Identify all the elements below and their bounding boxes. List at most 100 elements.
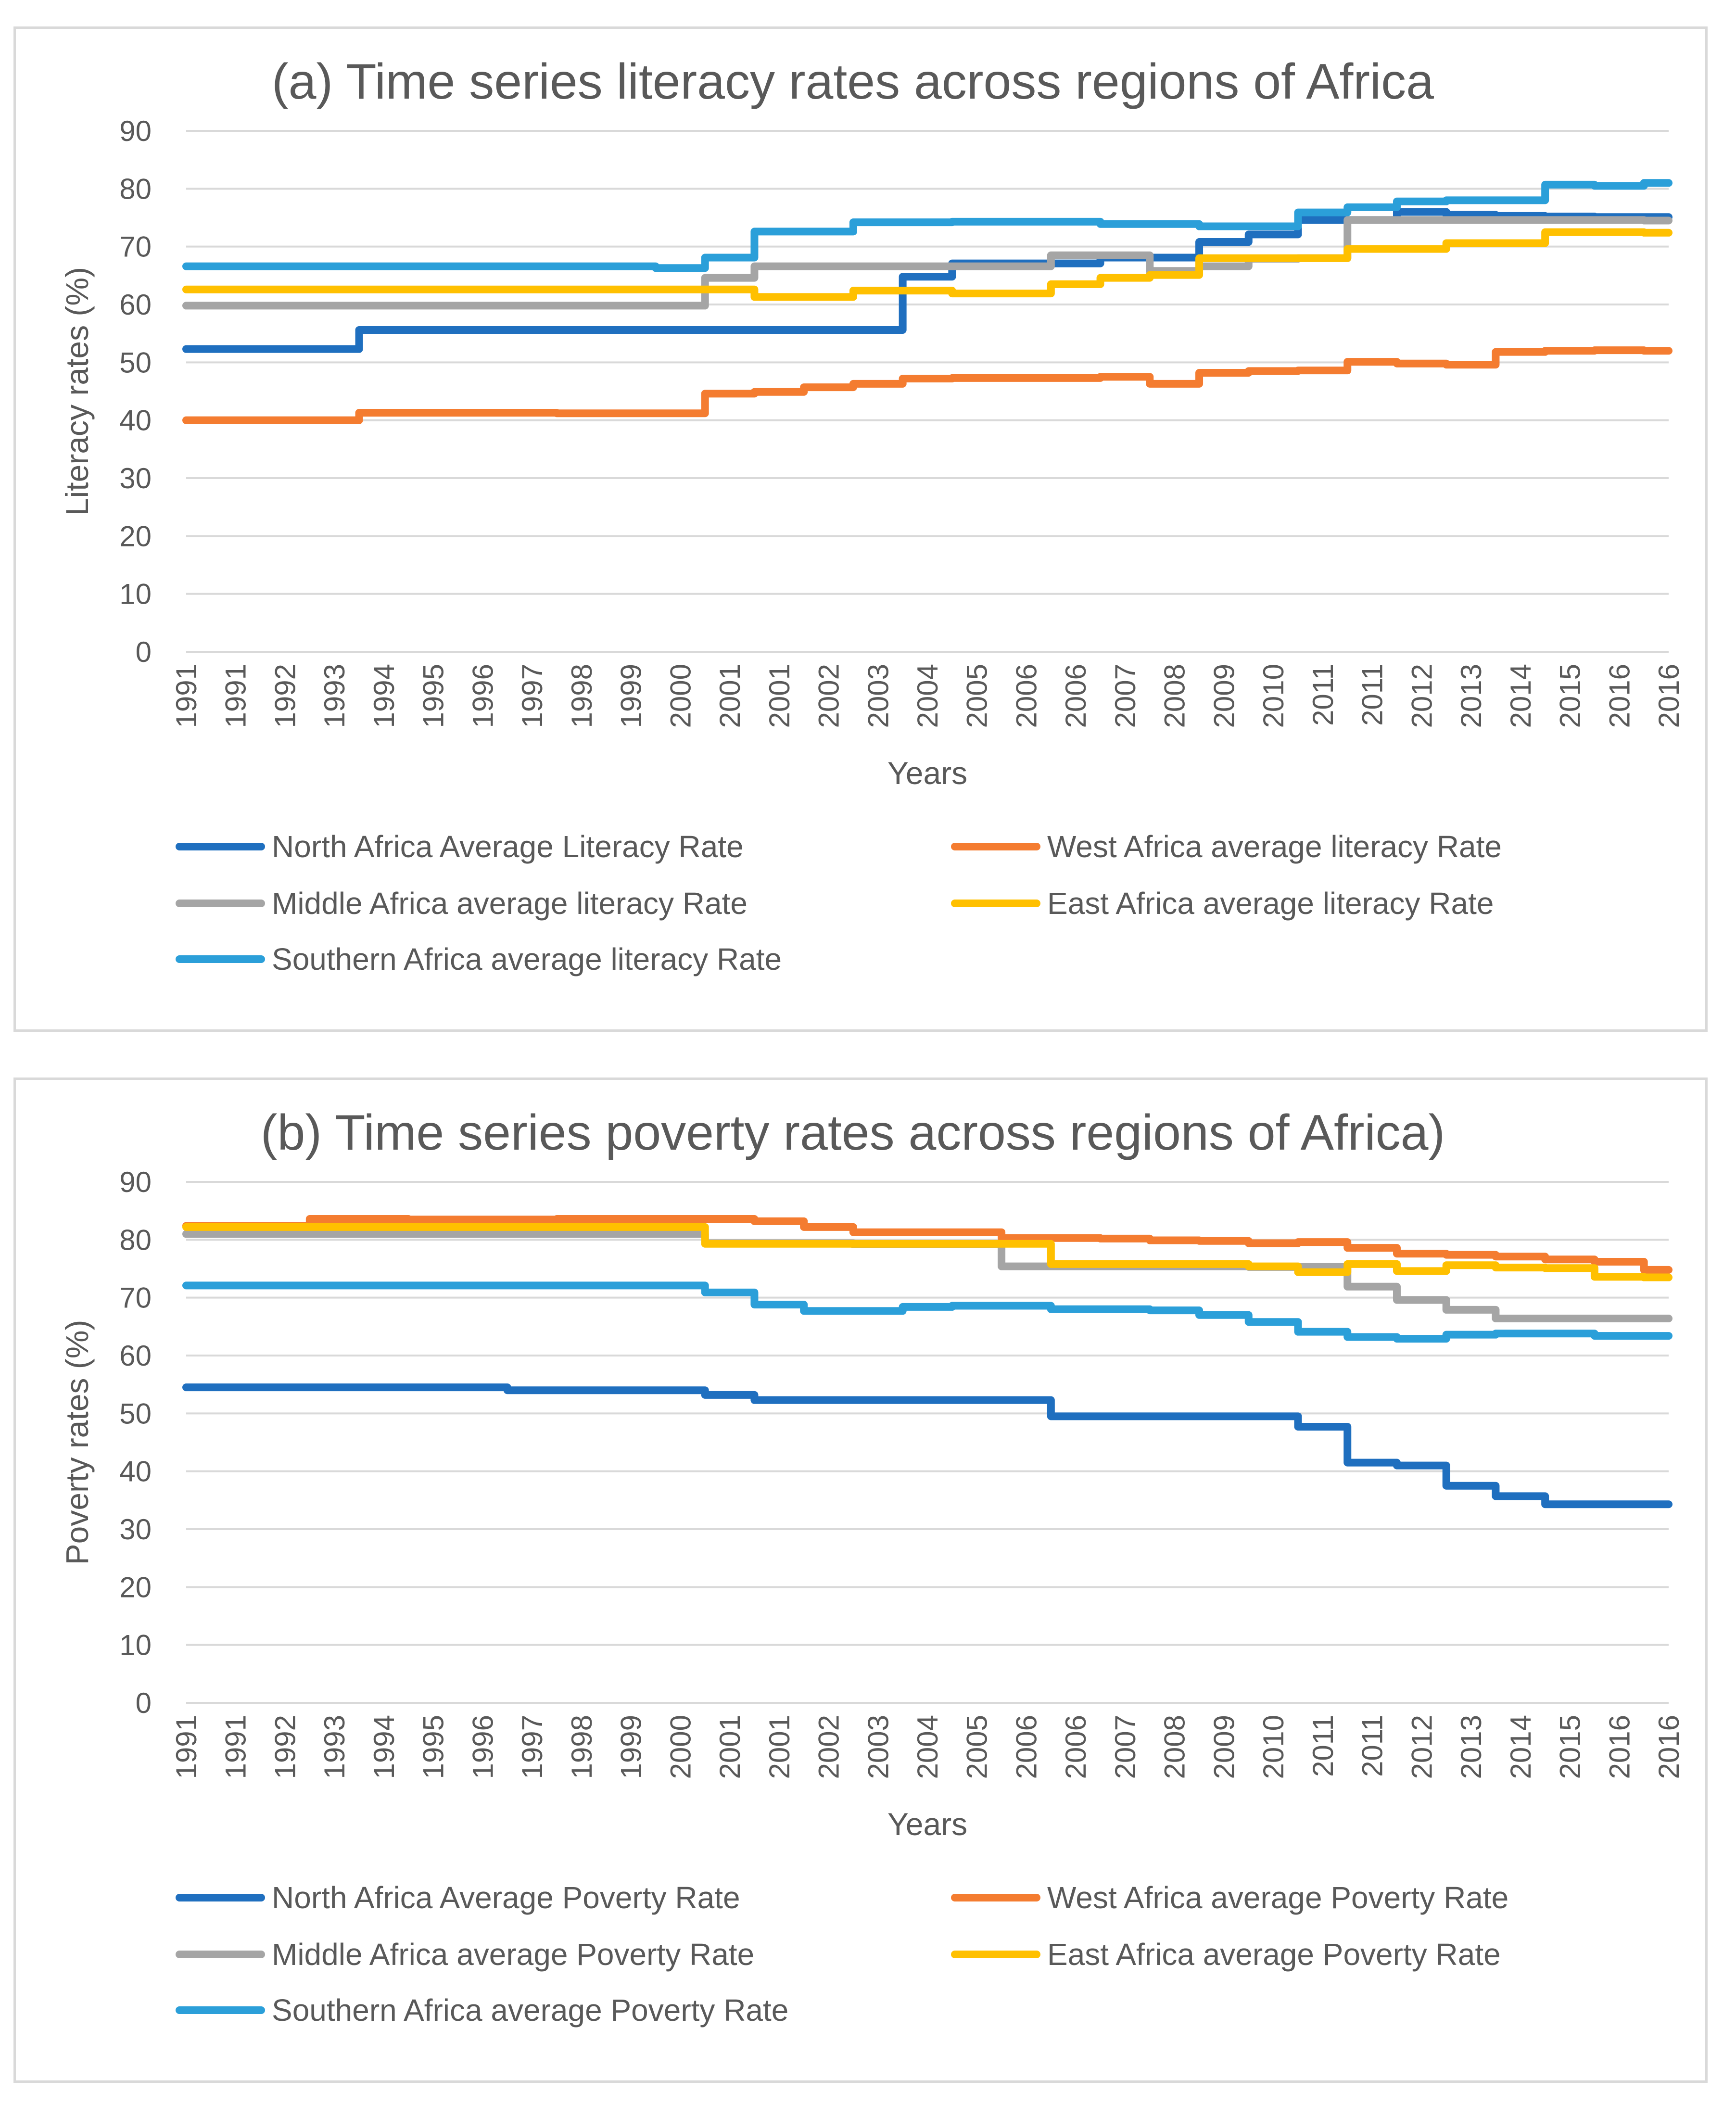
literacy-series-west — [182, 346, 1673, 424]
literacy-x-tick-label: 2014 — [1505, 664, 1537, 728]
poverty-y-tick-label: 80 — [119, 1224, 152, 1256]
literacy-x-tick-label: 2003 — [862, 664, 894, 728]
literacy-x-tick-label: 2016 — [1603, 664, 1635, 728]
poverty-y-tick-label: 10 — [119, 1629, 152, 1661]
poverty-x-tick-label: 2004 — [912, 1715, 944, 1779]
poverty-x-tick-label: 1996 — [467, 1715, 499, 1779]
poverty-x-tick-label: 2000 — [664, 1715, 697, 1779]
literacy-legend-label: Southern Africa average literacy Rate — [272, 942, 782, 976]
literacy-y-tick-label: 40 — [119, 405, 152, 437]
poverty-x-tick-label: 2012 — [1406, 1715, 1438, 1779]
literacy-x-tick-label: 2006 — [1010, 664, 1042, 728]
poverty-legend-label: West Africa average Poverty Rate — [1047, 1880, 1508, 1915]
poverty-x-tick-label: 1992 — [269, 1715, 301, 1779]
literacy-x-tick-label: 2005 — [961, 664, 993, 728]
poverty-x-tick-label: 2001 — [763, 1715, 796, 1779]
poverty-x-tick-label: 2011 — [1356, 1715, 1389, 1777]
poverty-legend-label: East Africa average Poverty Rate — [1047, 1937, 1501, 1972]
literacy-y-tick-label: 30 — [119, 462, 152, 494]
literacy-x-tick-label: 2016 — [1653, 664, 1685, 728]
poverty-chart-title: (b) Time series poverty rates across reg… — [261, 1105, 1445, 1161]
poverty-x-tick-label: 2009 — [1208, 1715, 1240, 1779]
poverty-x-tick-label: 1993 — [318, 1715, 351, 1779]
literacy-x-tick-label: 2011 — [1307, 664, 1339, 726]
literacy-x-tick-label: 1998 — [566, 664, 598, 728]
poverty-y-tick-label: 30 — [119, 1513, 152, 1546]
literacy-y-tick-label: 80 — [119, 173, 152, 205]
literacy-x-tick-label: 1991 — [170, 664, 203, 728]
literacy-legend-label: East Africa average literacy Rate — [1047, 886, 1494, 921]
poverty-y-tick-label: 90 — [119, 1166, 152, 1198]
poverty-x-tick-label: 2016 — [1603, 1715, 1635, 1779]
literacy-x-tick-label: 2000 — [664, 664, 697, 728]
poverty-x-tick-label: 1991 — [220, 1715, 252, 1779]
literacy-x-tick-label: 1991 — [220, 664, 252, 728]
literacy-series-southern — [182, 179, 1673, 272]
literacy-x-tick-label: 2001 — [763, 664, 796, 728]
poverty-x-tick-label: 2013 — [1455, 1715, 1487, 1779]
poverty-y-tick-label: 40 — [119, 1456, 152, 1488]
literacy-x-tick-label: 1999 — [615, 664, 647, 728]
poverty-x-axis-label: Years — [887, 1806, 967, 1842]
literacy-x-tick-label: 2013 — [1455, 664, 1487, 728]
poverty-y-tick-label: 60 — [119, 1340, 152, 1372]
poverty-y-tick-label: 50 — [119, 1397, 152, 1430]
literacy-y-tick-label: 10 — [119, 578, 152, 610]
literacy-x-tick-label: 1992 — [269, 664, 301, 728]
literacy-y-tick-label: 50 — [119, 346, 152, 379]
poverty-x-tick-label: 2006 — [1010, 1715, 1042, 1779]
poverty-y-tick-label: 20 — [119, 1571, 152, 1603]
poverty-x-tick-label: 2003 — [862, 1715, 894, 1779]
literacy-x-tick-label: 2002 — [813, 664, 845, 728]
literacy-y-axis-label: Literacy rates (%) — [59, 267, 95, 516]
literacy-x-tick-label: 2009 — [1208, 664, 1240, 728]
literacy-x-tick-label: 2001 — [714, 664, 746, 728]
poverty-chart-panel: (b) Time series poverty rates across reg… — [13, 1077, 1708, 2083]
poverty-y-tick-label: 70 — [119, 1282, 152, 1314]
poverty-x-tick-label: 2002 — [813, 1715, 845, 1779]
poverty-x-tick-label: 2006 — [1060, 1715, 1092, 1779]
literacy-legend-label: North Africa Average Literacy Rate — [272, 829, 744, 864]
literacy-series-middle — [182, 216, 1673, 310]
literacy-legend-label: West Africa average literacy Rate — [1047, 829, 1502, 864]
poverty-x-tick-label: 2010 — [1257, 1715, 1290, 1779]
literacy-x-tick-label: 2015 — [1554, 664, 1586, 728]
literacy-chart: (a) Time series literacy rates across re… — [59, 54, 1685, 976]
literacy-x-tick-label: 2011 — [1356, 664, 1389, 726]
poverty-chart: (b) Time series poverty rates across reg… — [59, 1105, 1685, 2028]
literacy-x-axis-label: Years — [887, 755, 967, 791]
literacy-x-tick-label: 2008 — [1159, 664, 1191, 728]
poverty-legend-label: Middle Africa average Poverty Rate — [272, 1937, 754, 1972]
poverty-x-tick-label: 1995 — [418, 1715, 450, 1779]
literacy-x-tick-label: 1995 — [418, 664, 450, 728]
poverty-y-axis-label: Poverty rates (%) — [59, 1320, 95, 1565]
literacy-x-tick-label: 2004 — [912, 664, 944, 728]
literacy-x-tick-label: 2010 — [1257, 664, 1290, 728]
literacy-x-tick-label: 1997 — [516, 664, 548, 728]
literacy-legend-label: Middle Africa average literacy Rate — [272, 886, 748, 921]
poverty-x-tick-label: 2011 — [1307, 1715, 1339, 1777]
poverty-x-tick-label: 2008 — [1159, 1715, 1191, 1779]
poverty-x-tick-label: 1998 — [566, 1715, 598, 1779]
literacy-chart-title: (a) Time series literacy rates across re… — [272, 54, 1434, 110]
poverty-x-tick-label: 1997 — [516, 1715, 548, 1779]
literacy-series-east — [182, 228, 1673, 301]
literacy-y-tick-label: 0 — [136, 636, 152, 668]
literacy-chart-panel: (a) Time series literacy rates across re… — [13, 26, 1708, 1032]
literacy-x-tick-label: 1996 — [467, 664, 499, 728]
poverty-x-tick-label: 2016 — [1653, 1715, 1685, 1779]
poverty-y-tick-label: 0 — [136, 1687, 152, 1719]
poverty-series-east — [182, 1223, 1673, 1281]
poverty-series-southern — [182, 1281, 1673, 1343]
poverty-x-tick-label: 1999 — [615, 1715, 647, 1779]
literacy-y-tick-label: 90 — [119, 115, 152, 147]
poverty-x-tick-label: 1994 — [368, 1715, 400, 1779]
literacy-x-tick-label: 2006 — [1060, 664, 1092, 728]
literacy-x-tick-label: 2012 — [1406, 664, 1438, 728]
poverty-legend-label: Southern Africa average Poverty Rate — [272, 1993, 788, 2028]
literacy-y-tick-label: 20 — [119, 520, 152, 552]
literacy-x-tick-label: 1994 — [368, 664, 400, 728]
poverty-x-tick-label: 2015 — [1554, 1715, 1586, 1779]
literacy-x-tick-label: 1993 — [318, 664, 351, 728]
poverty-x-tick-label: 2005 — [961, 1715, 993, 1779]
